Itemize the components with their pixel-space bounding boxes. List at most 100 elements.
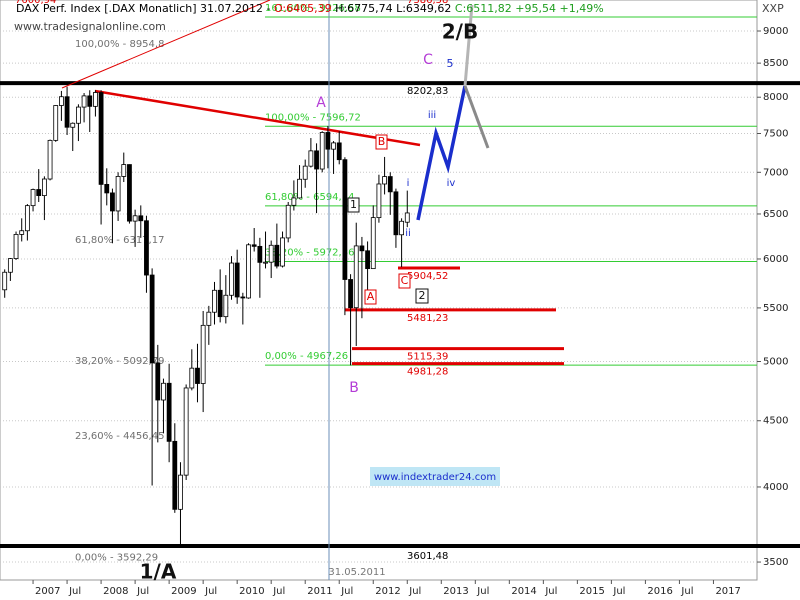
candle-body bbox=[53, 105, 59, 141]
label-box bbox=[375, 134, 388, 150]
candle-body bbox=[297, 178, 302, 199]
candle-body bbox=[268, 244, 274, 263]
boxed-label: 1 bbox=[350, 198, 357, 211]
x-tick-label: Jul bbox=[544, 586, 557, 597]
candle-body bbox=[251, 244, 257, 247]
red-level-label: 4981,28 bbox=[407, 367, 448, 378]
candle-body bbox=[115, 176, 121, 212]
candle-body bbox=[149, 274, 155, 364]
candle-body bbox=[19, 230, 25, 235]
x-tick-label: 2009 bbox=[171, 586, 196, 597]
watermark: www.indextrader24.com bbox=[374, 472, 496, 483]
old-fib-label: 38,20% - 5092,79 bbox=[75, 356, 164, 367]
old-fib-label: 61,80% - 6317,17 bbox=[75, 235, 164, 246]
symbol: XXP bbox=[762, 2, 784, 15]
candle-body bbox=[280, 237, 285, 267]
candle-body bbox=[274, 244, 280, 267]
candle-body bbox=[121, 164, 127, 177]
x-tick-label: Jul bbox=[340, 586, 353, 597]
red-mark-label: 7600,94 bbox=[15, 0, 56, 6]
x-tick-label: 2015 bbox=[579, 586, 604, 597]
candle-body bbox=[365, 250, 370, 270]
candle-body bbox=[229, 262, 234, 296]
candle-body bbox=[200, 324, 206, 384]
x-tick-label: Jul bbox=[136, 586, 149, 597]
candle-body bbox=[234, 262, 240, 298]
x-tick-label: Jul bbox=[204, 586, 217, 597]
candle-body bbox=[144, 220, 149, 276]
y-tick-label: 5000 bbox=[763, 356, 788, 367]
x-tick-label: Jul bbox=[476, 586, 489, 597]
wave-label: iii bbox=[428, 110, 436, 121]
candle-body bbox=[353, 245, 359, 309]
candle-body bbox=[59, 96, 64, 106]
x-tick-label: Jul bbox=[680, 586, 693, 597]
x-tick-label: 2017 bbox=[715, 586, 740, 597]
candle-body bbox=[257, 245, 263, 263]
old-fib-label: 23,60% - 4456,45 bbox=[75, 431, 164, 442]
candle-body bbox=[138, 215, 144, 222]
label-box bbox=[398, 273, 411, 289]
candle-body bbox=[13, 234, 19, 260]
candle-body bbox=[212, 289, 217, 313]
watermark-box bbox=[370, 467, 500, 486]
candle-body bbox=[36, 189, 42, 196]
candle-body bbox=[285, 204, 291, 239]
header-low: L:6349,62 bbox=[396, 2, 451, 15]
wave-label: 5 bbox=[447, 57, 454, 70]
candle-body bbox=[2, 271, 8, 291]
boxed-label: A bbox=[367, 290, 375, 303]
y-tick-label: 4500 bbox=[763, 416, 788, 427]
header-close: C:6511,82 +95,54 +1,49% bbox=[455, 2, 604, 15]
candle-body bbox=[110, 192, 115, 212]
candle-body bbox=[155, 362, 161, 401]
y-tick-label: 3500 bbox=[763, 557, 788, 568]
candle-body bbox=[325, 132, 331, 150]
trendline bbox=[94, 89, 421, 147]
candle-body bbox=[24, 205, 30, 232]
label-box bbox=[415, 288, 429, 304]
candle-body bbox=[132, 215, 138, 222]
wave-label: C bbox=[423, 52, 433, 68]
date-marker-label: 31.05.2011 bbox=[328, 567, 385, 578]
header-title: DAX Perf. Index [.DAX Monatlich] 31.07.2… bbox=[16, 2, 270, 15]
candle-body bbox=[404, 212, 410, 223]
x-tick-label: 2016 bbox=[647, 586, 672, 597]
candle-body bbox=[206, 311, 212, 326]
wave-label: i bbox=[407, 178, 410, 189]
fib-label: 161,80% - 9226,58 bbox=[265, 3, 361, 14]
projection-alt bbox=[463, 4, 474, 87]
candle-body bbox=[81, 95, 87, 108]
candle-body bbox=[240, 296, 246, 299]
candle-body bbox=[342, 159, 348, 280]
x-tick-label: 2008 bbox=[103, 586, 128, 597]
candle-body bbox=[166, 382, 172, 442]
red-level-label: 5481,23 bbox=[407, 313, 448, 324]
candle-body bbox=[161, 382, 166, 401]
candle-body bbox=[104, 183, 110, 194]
wave-label: 2/B bbox=[442, 20, 478, 44]
source: www.tradesignalonline.com bbox=[14, 20, 166, 33]
y-tick-label: 6500 bbox=[763, 209, 788, 220]
wave-label: B bbox=[349, 380, 359, 396]
candle-body bbox=[376, 183, 382, 219]
y-tick-label: 7000 bbox=[763, 167, 788, 178]
header: DAX Perf. Index [.DAX Monatlich] 31.07.2… bbox=[16, 2, 604, 15]
fib-label: 61,80% - 6594,14 bbox=[265, 192, 354, 203]
black-level-label: 8202,83 bbox=[407, 86, 448, 97]
y-tick-label: 9000 bbox=[763, 26, 788, 37]
candle-body bbox=[319, 132, 325, 170]
candle-body bbox=[314, 150, 319, 170]
x-tick-label: 2013 bbox=[443, 586, 468, 597]
candle-body bbox=[7, 258, 13, 273]
wave-label: 1/A bbox=[140, 560, 177, 584]
candle-body bbox=[217, 289, 223, 318]
y-tick-label: 5500 bbox=[763, 303, 788, 314]
old-fib-label: 0,00% - 3592,29 bbox=[75, 552, 158, 563]
x-tick-label: Jul bbox=[272, 586, 285, 597]
candle-body bbox=[331, 142, 336, 150]
candle-body bbox=[291, 197, 297, 206]
wave-label: iv bbox=[447, 178, 456, 189]
label-box bbox=[364, 289, 377, 305]
